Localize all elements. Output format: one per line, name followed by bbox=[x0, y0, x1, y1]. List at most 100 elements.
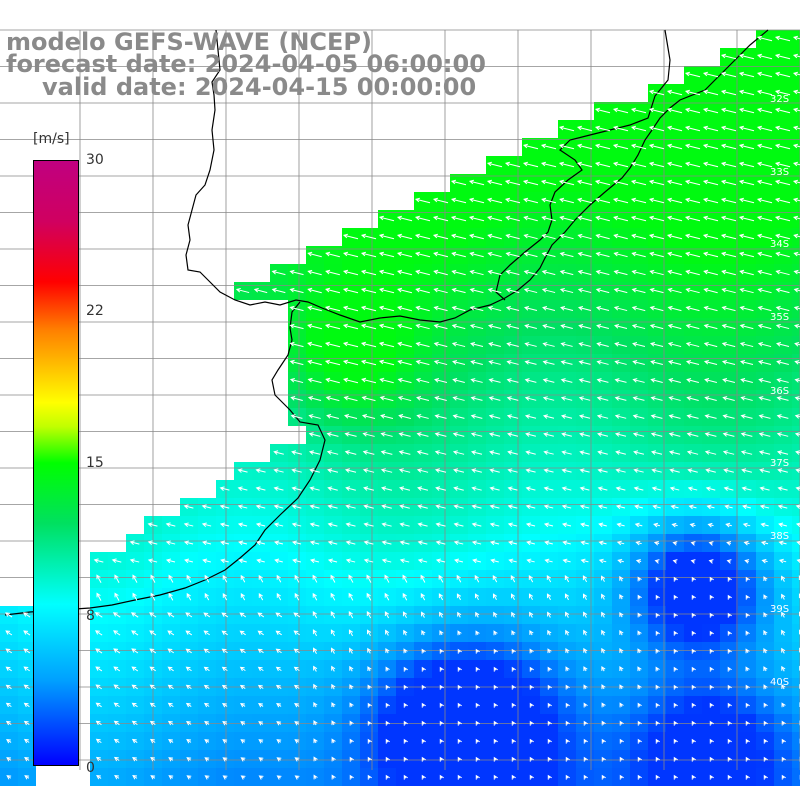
wind-arrow bbox=[276, 721, 282, 726]
wind-arrow bbox=[594, 143, 611, 150]
wind-arrow bbox=[470, 378, 483, 383]
wind-arrow bbox=[325, 269, 340, 276]
wind-arrow bbox=[96, 574, 102, 584]
wind-arrow bbox=[363, 486, 375, 491]
wind-arrow bbox=[542, 360, 555, 365]
wind-arrow bbox=[666, 125, 683, 132]
wind-arrow bbox=[631, 287, 646, 294]
wind-arrow bbox=[565, 611, 570, 618]
wind-arrow bbox=[685, 251, 701, 258]
wind-arrow bbox=[294, 757, 300, 762]
wind-arrow bbox=[493, 630, 498, 636]
wind-arrow bbox=[237, 504, 248, 510]
wind-arrow bbox=[727, 576, 732, 582]
wind-arrow bbox=[546, 575, 552, 583]
wind-arrow bbox=[637, 612, 642, 618]
wind-arrow bbox=[597, 468, 608, 473]
wind-arrow bbox=[432, 197, 449, 204]
wind-arrow bbox=[655, 702, 660, 708]
wind-arrow bbox=[619, 611, 624, 618]
wind-arrow bbox=[727, 666, 732, 672]
wind-arrow bbox=[186, 739, 192, 744]
wind-arrow bbox=[655, 738, 660, 744]
wind-arrow bbox=[720, 215, 737, 222]
wind-arrow bbox=[756, 53, 773, 60]
wind-arrow bbox=[763, 576, 768, 582]
wind-cell bbox=[792, 642, 800, 660]
wind-arrow bbox=[493, 738, 498, 744]
wind-arrow bbox=[342, 323, 359, 330]
wind-arrow bbox=[529, 702, 534, 708]
wind-arrow bbox=[475, 648, 480, 654]
wind-arrow bbox=[165, 540, 176, 546]
wind-arrow bbox=[655, 666, 660, 672]
wind-arrow bbox=[727, 612, 732, 618]
wind-arrow bbox=[666, 161, 683, 168]
wind-arrow bbox=[777, 504, 788, 510]
wind-arrow bbox=[258, 721, 264, 726]
wind-arrow bbox=[114, 574, 120, 583]
wind-arrow bbox=[468, 215, 485, 222]
wind-arrow bbox=[380, 414, 394, 420]
wind-arrow bbox=[312, 574, 318, 583]
wind-arrow bbox=[595, 215, 610, 222]
wind-arrow bbox=[113, 630, 121, 636]
wind-arrow bbox=[493, 774, 498, 780]
wind-arrow bbox=[691, 630, 696, 636]
wind-arrow bbox=[168, 757, 174, 762]
wind-arrow bbox=[167, 684, 174, 690]
wind-arrow bbox=[601, 611, 606, 618]
wind-arrow bbox=[168, 738, 174, 744]
wind-arrow bbox=[612, 161, 629, 168]
wind-arrow bbox=[775, 287, 790, 294]
wind-arrow bbox=[453, 522, 464, 527]
wind-arrow bbox=[637, 720, 642, 726]
wind-arrow bbox=[349, 684, 354, 690]
wind-arrow bbox=[756, 35, 773, 42]
wind-arrow bbox=[360, 269, 377, 276]
wind-arrow bbox=[558, 125, 575, 132]
wind-arrow bbox=[398, 432, 411, 437]
wind-arrow bbox=[709, 576, 714, 582]
wind-arrow bbox=[204, 592, 210, 601]
wind-arrow bbox=[742, 522, 751, 528]
wind-arrow bbox=[23, 684, 30, 690]
wind-arrow bbox=[781, 702, 786, 708]
wind-arrow bbox=[289, 341, 304, 348]
wind-arrow bbox=[255, 504, 266, 510]
wind-arrow bbox=[475, 702, 480, 708]
wind-arrow bbox=[289, 377, 304, 384]
wind-arrow bbox=[685, 287, 700, 294]
wind-cell bbox=[792, 498, 800, 516]
wind-arrow bbox=[578, 360, 591, 365]
wind-arrow bbox=[219, 522, 230, 528]
wind-arrow bbox=[637, 576, 642, 582]
wind-arrow bbox=[691, 612, 696, 618]
wind-arrow bbox=[720, 107, 737, 114]
wind-arrow bbox=[583, 611, 588, 618]
wind-arrow bbox=[649, 323, 664, 330]
wind-arrow bbox=[795, 450, 800, 455]
wind-arrow bbox=[488, 414, 501, 419]
wind-arrow bbox=[761, 558, 768, 564]
wind-arrow bbox=[344, 432, 357, 437]
wind-arrow bbox=[489, 504, 500, 509]
wind-arrow bbox=[781, 611, 786, 618]
wind-arrow bbox=[722, 432, 735, 437]
wind-arrow bbox=[307, 377, 322, 384]
wind-arrow bbox=[704, 414, 717, 419]
wind-arrow bbox=[691, 648, 696, 654]
wind-arrow bbox=[666, 179, 683, 186]
wind-arrow bbox=[543, 504, 554, 510]
wind-arrow bbox=[149, 720, 156, 726]
wind-arrow bbox=[524, 414, 537, 419]
wind-arrow bbox=[239, 648, 246, 654]
wind-arrow bbox=[457, 756, 462, 762]
wind-arrow bbox=[367, 720, 372, 726]
wind-arrow bbox=[559, 251, 574, 258]
wind-arrow bbox=[619, 629, 624, 636]
wind-arrow bbox=[331, 738, 336, 744]
wind-arrow bbox=[416, 468, 429, 473]
lat-lon-grid bbox=[0, 29, 800, 770]
wind-arrow bbox=[619, 593, 624, 600]
